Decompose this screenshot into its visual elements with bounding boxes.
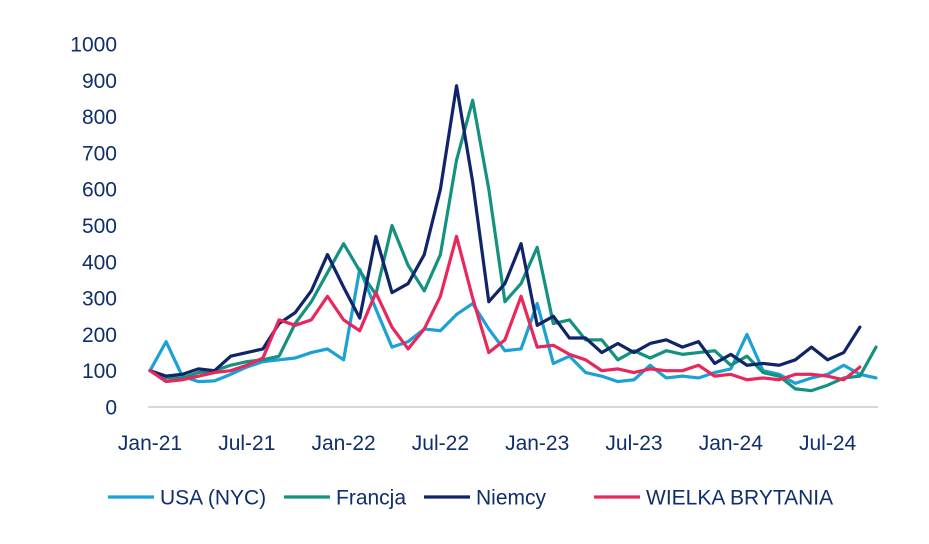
series-line-4 — [148, 234, 862, 384]
x-tick-label: Jul-23 — [605, 432, 662, 455]
y-tick-label: 200 — [82, 324, 117, 347]
y-tick-label: 1000 — [70, 34, 117, 57]
axes: 0 100 200 300 400 500 600 700 800 900 1000 Jan-21 Ju… — [70, 34, 878, 455]
y-tick-label: 100 — [82, 360, 117, 383]
y-tick-label: 300 — [82, 288, 117, 311]
legend-label: USA (NYC) — [160, 487, 266, 510]
y-tick-label: 500 — [82, 215, 117, 238]
x-tick-label: Jan-22 — [311, 432, 375, 455]
y-tick-label: 400 — [82, 251, 117, 274]
x-tick-label: Jan-23 — [505, 432, 569, 455]
y-tick-label: 600 — [82, 179, 117, 202]
x-tick-label: Jan-21 — [118, 432, 182, 455]
legend-label: Niemcy — [476, 487, 547, 510]
legend-label: WIELKA BRYTANIA — [646, 487, 833, 510]
y-tick-label: 0 — [105, 397, 117, 420]
x-tick-label: Jul-24 — [799, 432, 857, 455]
series-line-1 — [148, 267, 878, 385]
legend-label: Francja — [336, 487, 406, 510]
series-line-2 — [148, 98, 878, 393]
x-tick-label: Jul-22 — [412, 432, 469, 455]
series-lines — [148, 84, 878, 393]
x-tick-label: Jan-24 — [699, 432, 764, 455]
x-tick-label: Jul-21 — [218, 432, 275, 455]
series-line-3 — [148, 84, 862, 378]
legend: USA (NYC) Francja Niemcy WIELKA BRYTANIA — [108, 487, 833, 510]
y-tick-label: 800 — [82, 106, 117, 129]
y-tick-label: 700 — [82, 142, 117, 165]
y-tick-label: 900 — [82, 70, 117, 93]
